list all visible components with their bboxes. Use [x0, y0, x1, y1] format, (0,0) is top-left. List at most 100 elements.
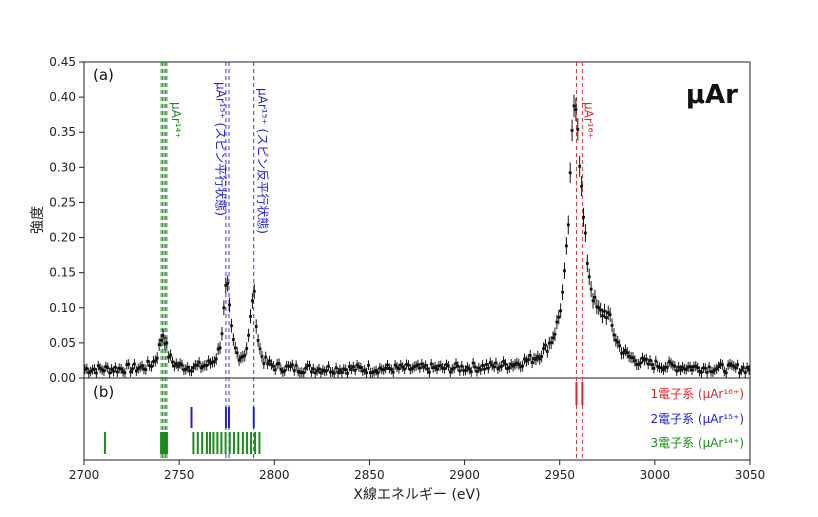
- data-point: [536, 355, 540, 358]
- data-point: [547, 341, 551, 345]
- data-point: [91, 368, 94, 372]
- chart-title: μAr: [686, 80, 738, 110]
- data-point: [249, 314, 252, 318]
- data-point: [650, 363, 654, 367]
- data-point: [226, 282, 230, 285]
- data-point: [121, 370, 125, 374]
- data-point: [507, 366, 511, 370]
- data-point: [174, 362, 178, 366]
- data-point: [365, 371, 368, 375]
- data-point: [157, 343, 161, 347]
- data-point: [532, 357, 536, 360]
- data-point: [292, 369, 296, 373]
- data-point: [559, 309, 563, 313]
- data-point: [574, 108, 578, 111]
- data-point: [283, 369, 287, 373]
- data-point: [110, 367, 113, 371]
- data-point: [416, 363, 420, 367]
- data-point: [89, 370, 93, 373]
- data-point: [359, 366, 363, 369]
- data-point: [644, 357, 648, 361]
- data-point: [271, 364, 275, 368]
- data-point: [388, 367, 391, 370]
- data-point: [418, 366, 422, 370]
- data-point: [161, 334, 165, 337]
- data-point: [464, 368, 467, 372]
- data-point: [296, 369, 300, 373]
- data-point: [258, 347, 262, 351]
- data-point: [245, 347, 249, 350]
- panel-a-label: (a): [93, 66, 114, 84]
- data-point: [566, 223, 570, 227]
- data-point: [747, 368, 751, 372]
- data-point: [93, 367, 96, 371]
- data-point: [616, 340, 620, 344]
- data-point: [171, 360, 174, 364]
- data-point: [180, 363, 184, 367]
- data-point: [471, 361, 475, 365]
- legend-entry: 1電子系 (μAr¹⁶⁺): [650, 387, 744, 401]
- data-point: [732, 364, 736, 368]
- data-point: [498, 365, 502, 369]
- data-point: [346, 371, 349, 375]
- data-point: [665, 365, 669, 369]
- data-point: [648, 359, 652, 362]
- data-point: [496, 367, 500, 371]
- data-point: [203, 364, 207, 367]
- data-point: [370, 371, 374, 375]
- data-point: [561, 290, 564, 294]
- data-point: [502, 360, 505, 363]
- data-point: [542, 347, 545, 350]
- data-point: [681, 365, 684, 369]
- data-point: [407, 363, 410, 367]
- data-point: [372, 370, 376, 374]
- data-point: [523, 357, 526, 361]
- data-point: [357, 365, 361, 369]
- data-point: [469, 370, 473, 374]
- data-point: [94, 371, 98, 375]
- data-point: [233, 346, 237, 350]
- data-point: [641, 356, 644, 360]
- data-point: [386, 363, 389, 367]
- y-tick-label: 0.15: [49, 266, 76, 280]
- data-point: [241, 355, 245, 358]
- data-point: [427, 370, 431, 374]
- data-point: [690, 368, 694, 372]
- data-point: [667, 360, 671, 364]
- data-point: [673, 364, 677, 368]
- data-point: [486, 366, 490, 370]
- data-point: [327, 364, 330, 368]
- data-point: [129, 370, 133, 374]
- data-point: [597, 306, 601, 310]
- data-point: [576, 127, 580, 131]
- data-point: [530, 361, 534, 364]
- data-point: [338, 368, 342, 372]
- data-point: [397, 367, 401, 371]
- data-point: [734, 366, 738, 370]
- data-point: [448, 370, 452, 374]
- data-point: [142, 367, 146, 371]
- data-point: [211, 360, 214, 364]
- data-point: [483, 367, 486, 371]
- data-point: [599, 308, 603, 312]
- data-point: [705, 371, 709, 374]
- data-point: [538, 357, 542, 361]
- data-point: [740, 368, 743, 372]
- data-point: [703, 366, 707, 370]
- data-point: [585, 262, 589, 265]
- data-point: [279, 368, 283, 371]
- data-point: [401, 365, 405, 369]
- data-point: [408, 367, 412, 371]
- data-point: [254, 325, 258, 328]
- data-point: [325, 369, 329, 373]
- data-point: [104, 365, 108, 368]
- data-point: [313, 371, 317, 375]
- data-point: [239, 356, 243, 360]
- data-point: [133, 362, 136, 366]
- data-point: [112, 369, 115, 373]
- data-point: [517, 362, 521, 366]
- data-point: [473, 365, 477, 369]
- data-point: [148, 364, 152, 368]
- data-point: [707, 365, 711, 369]
